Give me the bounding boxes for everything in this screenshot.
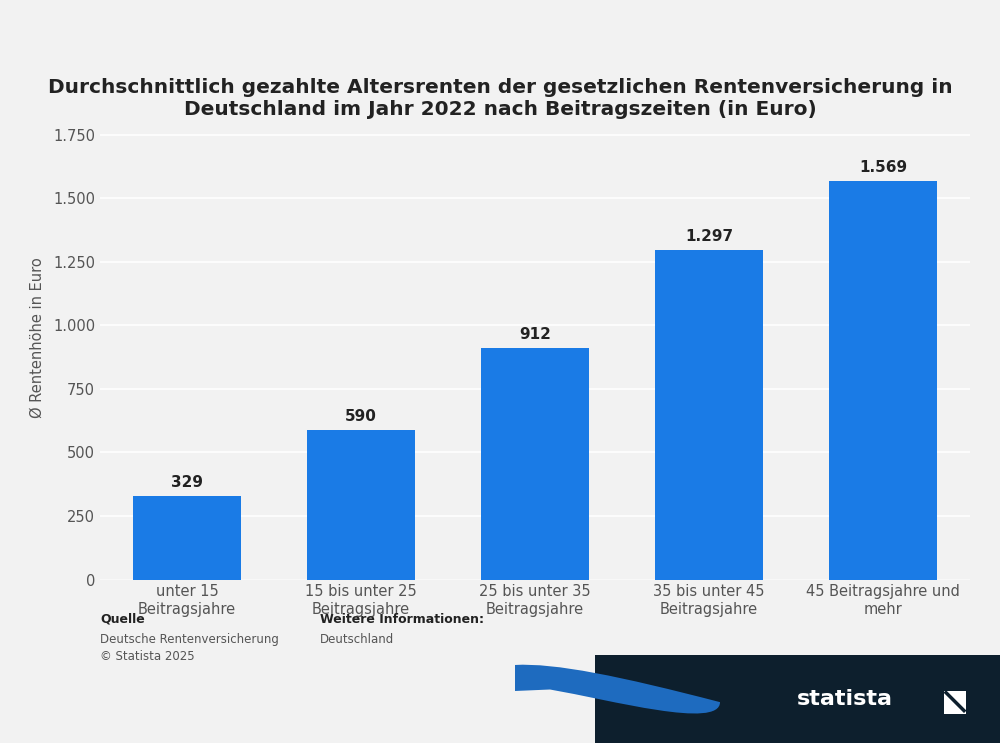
Text: Quelle: Quelle [100, 613, 145, 626]
Text: Deutsche Rentenversicherung
© Statista 2025: Deutsche Rentenversicherung © Statista 2… [100, 633, 279, 663]
Bar [133, 496, 241, 580]
Bar [595, 655, 1000, 743]
Y-axis label: Ø Rentenhöhe in Euro: Ø Rentenhöhe in Euro [30, 258, 45, 418]
Bar [829, 181, 937, 580]
Text: Deutschland: Deutschland [320, 633, 394, 646]
Bar [307, 429, 415, 580]
Text: 912: 912 [519, 327, 551, 342]
Bar [944, 691, 966, 714]
Text: Weitere Informationen:: Weitere Informationen: [320, 613, 484, 626]
PathPatch shape [515, 665, 720, 713]
Text: 1.297: 1.297 [685, 230, 733, 244]
Text: 590: 590 [345, 409, 377, 424]
Bar [655, 250, 763, 580]
Text: 329: 329 [171, 476, 203, 490]
Text: statista: statista [797, 690, 893, 709]
Text: 1.569: 1.569 [859, 160, 907, 175]
Text: Durchschnittlich gezahlte Altersrenten der gesetzlichen Rentenversicherung in
De: Durchschnittlich gezahlte Altersrenten d… [48, 78, 952, 119]
Bar [481, 348, 589, 580]
